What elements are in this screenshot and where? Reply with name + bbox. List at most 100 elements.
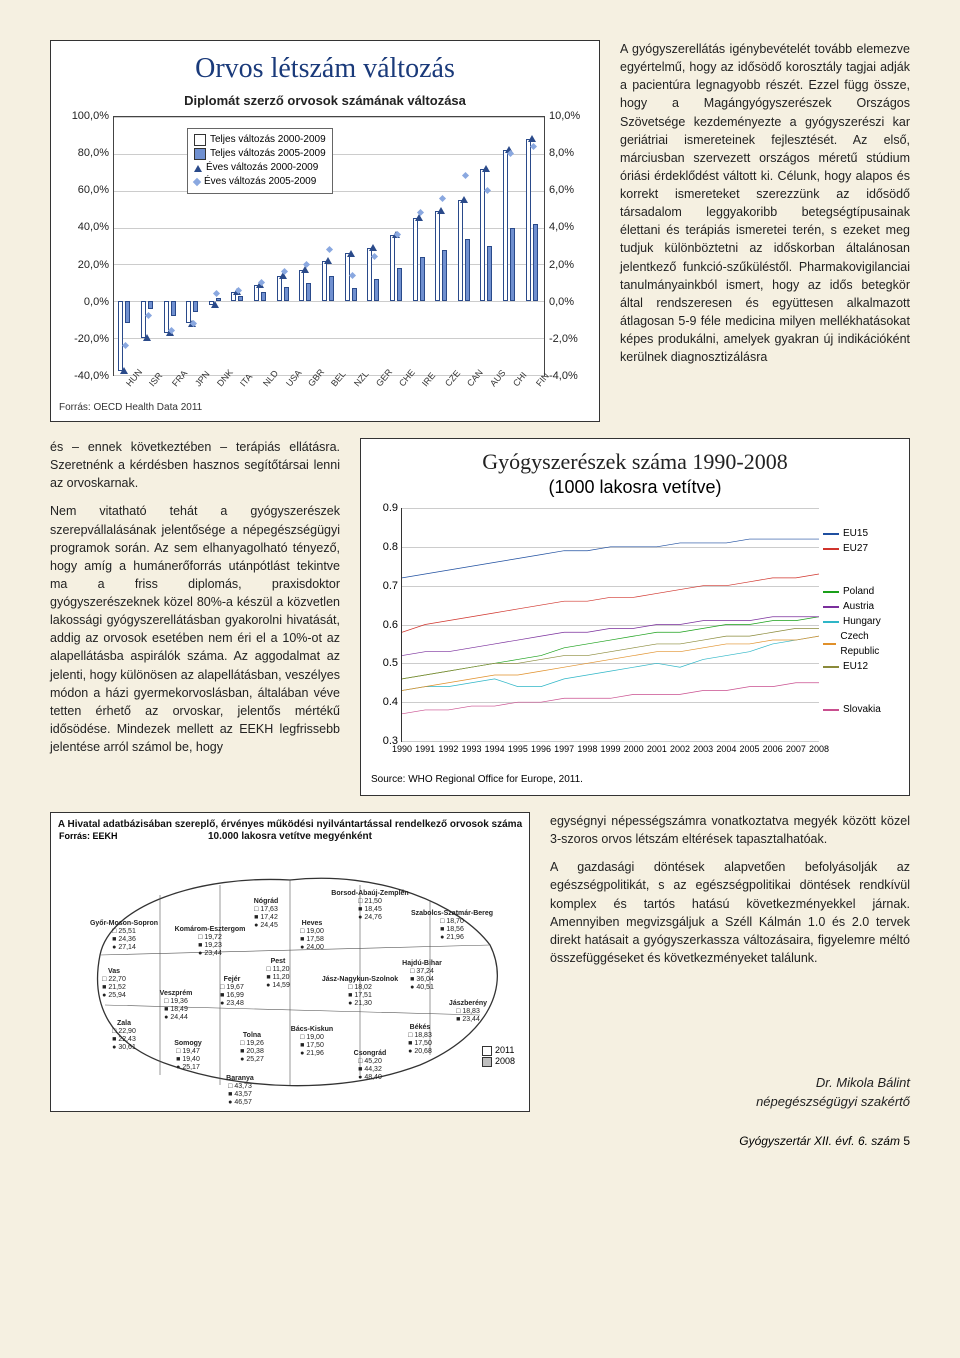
svg-text:Jász-Nagykun-Szolnok: Jász-Nagykun-Szolnok — [322, 976, 398, 983]
chart2-subtitle: (1000 lakosra vetítve) — [371, 477, 899, 498]
map-source: Forrás: EEKH — [59, 831, 118, 841]
svg-text:■ 44,32: ■ 44,32 — [358, 1066, 382, 1073]
svg-text:□ 18,83: □ 18,83 — [456, 1008, 480, 1015]
svg-text:■ 24,36: ■ 24,36 — [112, 936, 136, 943]
svg-text:● 21,30: ● 21,30 — [348, 1000, 372, 1007]
svg-text:□ 45,20: □ 45,20 — [358, 1058, 382, 1065]
chart2-title: Gyógyszerészek száma 1990-2008 — [371, 449, 899, 475]
svg-text:Zala: Zala — [117, 1020, 131, 1027]
svg-text:■ 17,50: ■ 17,50 — [408, 1040, 432, 1047]
svg-text:□ 22,70: □ 22,70 — [102, 976, 126, 983]
svg-text:■ 16,99: ■ 16,99 — [220, 992, 244, 999]
svg-text:● 25,94: ● 25,94 — [102, 992, 126, 999]
svg-text:● 27,14: ● 27,14 — [112, 944, 136, 951]
svg-text:□ 19,00: □ 19,00 — [300, 928, 324, 935]
svg-text:■ 22,43: ■ 22,43 — [112, 1036, 136, 1043]
svg-text:Pest: Pest — [271, 958, 286, 965]
svg-text:■ 17,58: ■ 17,58 — [300, 936, 324, 943]
chart-doctors-change: Orvos létszám változás Diplomát szerző o… — [50, 40, 600, 422]
svg-text:■ 36,04: ■ 36,04 — [410, 976, 434, 983]
svg-text:● 48,40: ● 48,40 — [358, 1074, 382, 1081]
svg-text:Borsod-Abaúj-Zemplén: Borsod-Abaúj-Zemplén — [331, 890, 408, 897]
svg-text:● 24,44: ● 24,44 — [164, 1014, 188, 1021]
chart1-subtitle: Diplomát szerző orvosok számának változá… — [59, 93, 591, 108]
svg-text:■ 21,52: ■ 21,52 — [102, 984, 126, 991]
svg-text:Jászberény: Jászberény — [449, 1000, 487, 1007]
page-number: 5 — [903, 1134, 910, 1148]
column-left-text: és – ennek következtében – terápiás ellá… — [50, 438, 340, 796]
chart2-source: Source: WHO Regional Office for Europe, … — [371, 774, 899, 785]
svg-text:Heves: Heves — [302, 920, 323, 927]
svg-text:Bács-Kiskun: Bács-Kiskun — [291, 1026, 333, 1033]
svg-text:● 21,96: ● 21,96 — [300, 1050, 324, 1057]
signature-title: népegészségügyi szakértő — [550, 1093, 910, 1112]
svg-text:Békés: Békés — [410, 1024, 431, 1031]
svg-text:● 23,48: ● 23,48 — [220, 1000, 244, 1007]
svg-text:Veszprém: Veszprém — [160, 990, 193, 997]
map-svg: Nógrád□ 17,63■ 17,42● 24,45 Borsod-Abaúj-… — [60, 845, 520, 1105]
paragraph-bottom-1: egységnyi népességszámra vonatkoztatva m… — [550, 812, 910, 848]
svg-text:● 46,57: ● 46,57 — [228, 1099, 252, 1105]
svg-text:● 14,59: ● 14,59 — [266, 982, 290, 989]
svg-text:■ 17,42: ■ 17,42 — [254, 914, 278, 921]
svg-text:□ 37,24: □ 37,24 — [410, 968, 434, 975]
map-hungary-doctors: A Hivatal adatbázisában szereplő, érvény… — [50, 812, 530, 1112]
svg-text:□ 11,20: □ 11,20 — [266, 966, 289, 973]
column-bottom-right: egységnyi népességszámra vonatkoztatva m… — [550, 812, 910, 1112]
svg-text:Csongrád: Csongrád — [354, 1050, 387, 1057]
svg-text:■ 18,49: ■ 18,49 — [164, 1006, 188, 1013]
paragraph-left-1: és – ennek következtében – terápiás ellá… — [50, 438, 340, 492]
svg-text:Szabolcs-Szatmár-Bereg: Szabolcs-Szatmár-Bereg — [411, 910, 493, 917]
svg-text:Vas: Vas — [108, 968, 120, 975]
svg-text:■ 17,50: ■ 17,50 — [300, 1042, 324, 1049]
svg-text:● 24,00: ● 24,00 — [300, 944, 324, 951]
svg-text:□ 19,67: □ 19,67 — [220, 984, 244, 991]
svg-text:● 24,45: ● 24,45 — [254, 922, 278, 929]
svg-text:Tolna: Tolna — [243, 1032, 261, 1039]
svg-text:□ 19,00: □ 19,00 — [300, 1034, 324, 1041]
svg-text:Hajdú-Bihar: Hajdú-Bihar — [402, 960, 442, 967]
svg-text:■ 43,57: ■ 43,57 — [228, 1091, 252, 1098]
svg-text:■ 11,20: ■ 11,20 — [266, 974, 289, 981]
svg-text:● 30,61: ● 30,61 — [112, 1044, 136, 1051]
page-footer: Gyógyszertár XII. évf. 6. szám 5 — [50, 1130, 910, 1152]
svg-text:□ 21,50: □ 21,50 — [358, 898, 382, 905]
svg-text:● 25,27: ● 25,27 — [240, 1056, 264, 1063]
svg-text:■ 20,38: ■ 20,38 — [240, 1048, 264, 1055]
svg-text:● 25,17: ● 25,17 — [176, 1064, 200, 1071]
svg-text:□ 22,90: □ 22,90 — [112, 1028, 136, 1035]
svg-text:● 24,76: ● 24,76 — [358, 914, 382, 921]
signature-name: Dr. Mikola Bálint — [550, 1074, 910, 1093]
svg-text:□ 25,51: □ 25,51 — [112, 928, 136, 935]
footer-text: Gyógyszertár XII. évf. 6. szám — [739, 1134, 900, 1148]
svg-text:□ 43,73: □ 43,73 — [228, 1083, 252, 1090]
paragraph-top-right: A gyógyszerellátás igénybevételét tovább… — [620, 40, 910, 422]
paragraph-bottom-2: A gazdasági döntések alapvetően befolyás… — [550, 858, 910, 967]
svg-text:Baranya: Baranya — [226, 1075, 254, 1082]
paragraph-left-2: Nem vitatható tehát a gyógyszerészek sze… — [50, 502, 340, 756]
svg-text:□ 18,83: □ 18,83 — [408, 1032, 432, 1039]
svg-text:■ 18,45: ■ 18,45 — [358, 906, 382, 913]
svg-text:■ 18,56: ■ 18,56 — [440, 926, 464, 933]
svg-text:Fejér: Fejér — [224, 976, 241, 983]
svg-text:□ 17,63: □ 17,63 — [254, 906, 278, 913]
svg-text:Komárom-Esztergom: Komárom-Esztergom — [175, 926, 246, 933]
svg-text:□ 19,72: □ 19,72 — [198, 934, 222, 941]
map-legend: 20112008 — [482, 1045, 515, 1067]
chart1-title: Orvos létszám változás — [59, 53, 591, 85]
svg-text:■ 19,40: ■ 19,40 — [176, 1056, 200, 1063]
svg-text:■ 23,44: ■ 23,44 — [456, 1016, 480, 1023]
svg-text:Somogy: Somogy — [174, 1040, 202, 1047]
svg-text:□ 19,36: □ 19,36 — [164, 998, 188, 1005]
svg-text:Nógrád: Nógrád — [254, 898, 279, 905]
svg-text:□ 18,70: □ 18,70 — [440, 918, 464, 925]
svg-text:□ 19,47: □ 19,47 — [176, 1048, 200, 1055]
chart-pharmacists: Gyógyszerészek száma 1990-2008 (1000 lak… — [360, 438, 910, 796]
svg-text:Győr-Moson-Sopron: Győr-Moson-Sopron — [90, 920, 158, 927]
svg-text:□ 18,02: □ 18,02 — [348, 984, 372, 991]
svg-text:● 40,51: ● 40,51 — [410, 984, 434, 991]
svg-text:■ 17,51: ■ 17,51 — [348, 992, 372, 999]
signature: Dr. Mikola Bálint népegészségügyi szakér… — [550, 1074, 910, 1112]
map-title: A Hivatal adatbázisában szereplő, érvény… — [57, 819, 523, 843]
svg-text:● 23,44: ● 23,44 — [198, 950, 222, 957]
